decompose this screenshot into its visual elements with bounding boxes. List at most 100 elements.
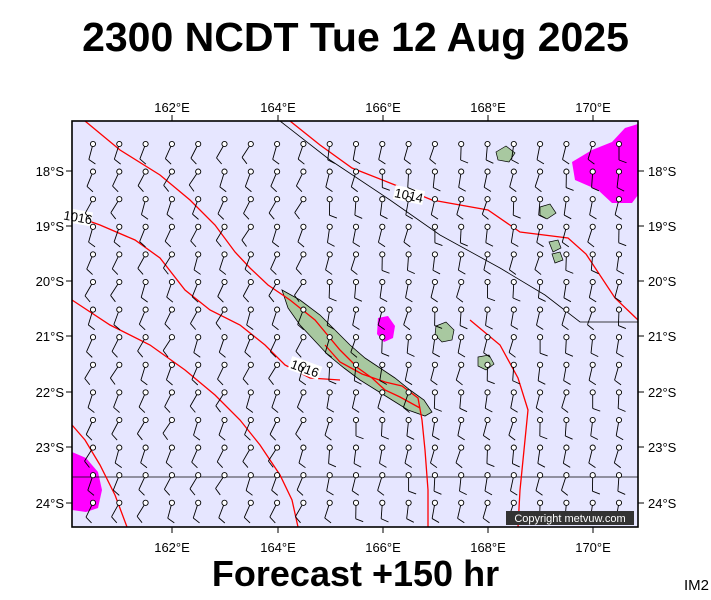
wind-barb [193,334,202,358]
lon-label-bottom-166: 166°E [365,540,401,555]
wind-barb [241,223,254,247]
wind-barb [562,140,570,165]
wind-barb [405,278,413,303]
wind-barb [138,472,149,496]
wind-barb [244,334,254,358]
wind-barb [431,389,442,412]
wind-barb [269,416,281,441]
wind-barb [457,416,465,441]
wind-barb [563,416,573,440]
wind-barb [352,140,361,165]
wind-barb [563,334,574,357]
wind-barb [244,251,254,275]
wind-barb [403,140,412,165]
wind-barbs [84,140,627,524]
wind-barb [458,223,468,247]
wind-barb [296,472,307,496]
wind-barb [378,140,386,165]
wind-barb [457,251,466,275]
wind-barb [162,334,175,358]
wind-barb [561,389,570,413]
wind-barb [563,251,574,274]
wind-barb [589,389,601,412]
wind-barb [325,168,333,192]
lon-label-bottom-170: 170°E [575,540,611,555]
wind-barb [352,223,361,248]
wind-barb [431,251,441,275]
wind-barb [405,251,415,275]
wind-barb [589,472,601,495]
wind-barb [163,472,175,496]
wind-barb [271,223,281,248]
vanuatu-island-3 [548,239,562,253]
wind-barb [379,499,389,523]
lat-label-left-22: 22°S [36,385,65,400]
lon-label-bottom-168: 168°E [470,540,506,555]
wind-barb [86,334,97,358]
wind-barb [537,334,548,357]
wind-barb [243,499,254,524]
wind-barb [537,361,546,385]
wind-barb [405,334,415,357]
wind-barb [352,416,364,440]
axis-ticks [66,115,644,533]
wind-barb [326,444,337,468]
wind-barb [615,168,625,192]
wind-barb [405,196,413,220]
wind-barb [379,168,390,191]
wind-barb [403,223,412,248]
wind-barb [109,361,123,385]
wind-barb [379,334,390,357]
lon-label-top-168: 168°E [470,100,506,115]
wind-barb [615,140,627,164]
wind-barb [350,168,360,193]
wind-barb [164,306,175,331]
wind-barb [188,168,202,192]
wind-barb [483,251,491,275]
wind-barb [405,168,416,192]
wind-barb [614,361,623,386]
map-frame [71,120,639,528]
wind-barb [379,361,388,385]
wind-barb [613,444,623,469]
wind-barb [271,306,281,331]
wind-barb [588,278,597,303]
isobar-1016-west [84,120,421,409]
vanuatu-island-2 [539,203,557,220]
boundary-line-north [279,120,638,323]
wind-barb [138,306,149,331]
wind-barb [431,168,441,192]
wind-barb [615,334,624,358]
wind-barb [537,196,547,219]
wind-barb [563,196,572,220]
wind-barb [404,444,412,468]
wind-barb [190,140,202,165]
wind-barb [164,389,175,413]
wind-barb [191,444,202,469]
wind-barb [270,251,281,275]
wind-barb [112,472,123,496]
wind-barb [458,389,468,413]
wind-barb [112,168,123,193]
wind-barb [326,140,336,164]
wind-barb [483,168,492,192]
wind-barb [377,389,386,413]
wind-barb [164,140,175,165]
wind-barb [589,251,599,275]
wind-barb [190,306,202,330]
wind-barb [295,499,307,524]
wind-barb [379,278,388,302]
wind-barb [431,223,443,246]
wind-barb [85,416,97,441]
wind-barb [218,416,228,441]
wind-barb [458,472,467,496]
wind-barb [164,223,175,248]
wind-barb [218,334,228,358]
wind-barb [614,278,623,303]
wind-barb [510,278,521,302]
wind-barb [457,334,466,358]
wind-barb [510,472,518,496]
isobar-south-west [71,299,299,528]
wind-barb [379,444,387,468]
